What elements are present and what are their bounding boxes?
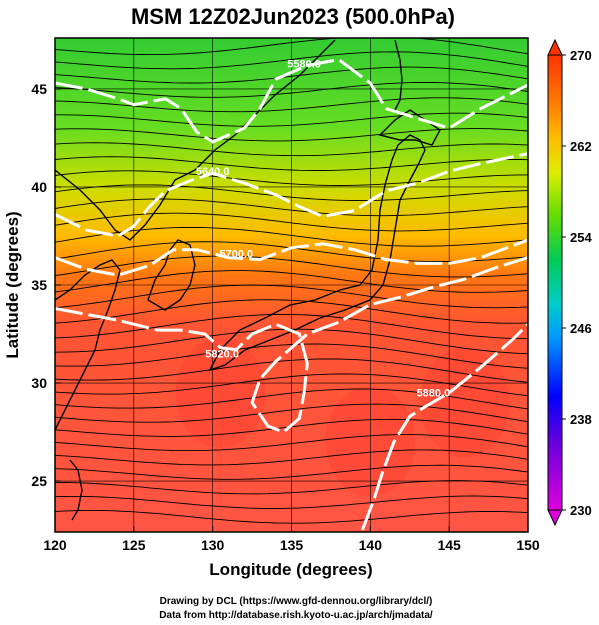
- colorbar-top-arrow: [547, 38, 563, 56]
- x-tick-label: 130: [201, 537, 225, 553]
- colorbar-bottom-arrow: [547, 509, 563, 527]
- x-tick-label: 140: [359, 537, 383, 553]
- x-tick-label: 120: [43, 537, 67, 553]
- contour-label-4: 5880.0: [417, 388, 451, 400]
- plot-area: 5580.0 5640.0 5700.0 5820.0 5880.0: [55, 38, 528, 532]
- contour-line-4: [360, 323, 528, 531]
- warm-core-2: [419, 347, 510, 458]
- coastline-asia: [55, 39, 336, 241]
- contour-label-3: 5820.0: [205, 349, 239, 361]
- colorbar-bar: [547, 54, 563, 511]
- contour-line-3: [55, 256, 528, 434]
- x-axis: 120 125 130 135 140 145 150: [43, 526, 540, 553]
- colorbar-tick-label: 254: [570, 230, 592, 245]
- credit-line-data: Data from http://database.rish.kyoto-u.a…: [159, 610, 433, 621]
- x-tick-label: 145: [437, 537, 461, 553]
- x-axis-label: Longitude (degrees): [209, 560, 372, 579]
- contour-label-1: 5640.0: [196, 166, 230, 178]
- coastline-korea: [147, 239, 196, 311]
- contour-label-0: 5580.0: [287, 58, 321, 70]
- colorbar-tick-label: 246: [570, 321, 592, 336]
- x-tick-label: 135: [280, 537, 304, 553]
- colorbar-tick-label: 230: [570, 503, 592, 518]
- colorbar: 230 238 246 254 262 270: [547, 38, 592, 527]
- coastline-japan: [208, 134, 426, 372]
- grid-layer: [55, 38, 528, 532]
- y-tick-label: 40: [31, 179, 47, 195]
- coastline-taiwan: [69, 459, 83, 521]
- y-tick-label: 35: [31, 277, 47, 293]
- contour-line-2: [55, 238, 528, 277]
- x-tick-label: 150: [516, 537, 540, 553]
- y-axis: 25 30 35 40 45: [31, 81, 61, 489]
- y-tick-label: 25: [31, 473, 47, 489]
- credit-line-dcl: Drawing by DCL (https://www.gfd-dennou.o…: [160, 596, 433, 607]
- coastline-layer: [55, 39, 441, 521]
- colorbar-ticks: 230 238 246 254 262 270: [562, 48, 592, 518]
- colorbar-tick-label: 270: [570, 48, 592, 63]
- y-tick-label: 30: [31, 375, 47, 391]
- contour-line-0: [55, 58, 528, 144]
- colorbar-tick-label: 262: [570, 139, 592, 154]
- contour-label-2: 5700.0: [219, 249, 253, 261]
- colorbar-tick-label: 238: [570, 412, 592, 427]
- y-axis-label: Latitude (degrees): [3, 211, 22, 358]
- contour-line-1: [55, 152, 528, 238]
- chart-title: MSM 12Z02Jun2023 (500.0hPa): [131, 4, 455, 29]
- y-tick-label: 45: [31, 81, 47, 97]
- coastline-china: [55, 259, 121, 431]
- coastline-hokkaido: [378, 109, 441, 146]
- coastline-sakhalin: [394, 39, 403, 111]
- height-contour-layer: 5580.0 5640.0 5700.0 5820.0 5880.0: [55, 58, 528, 531]
- x-tick-label: 125: [122, 537, 146, 553]
